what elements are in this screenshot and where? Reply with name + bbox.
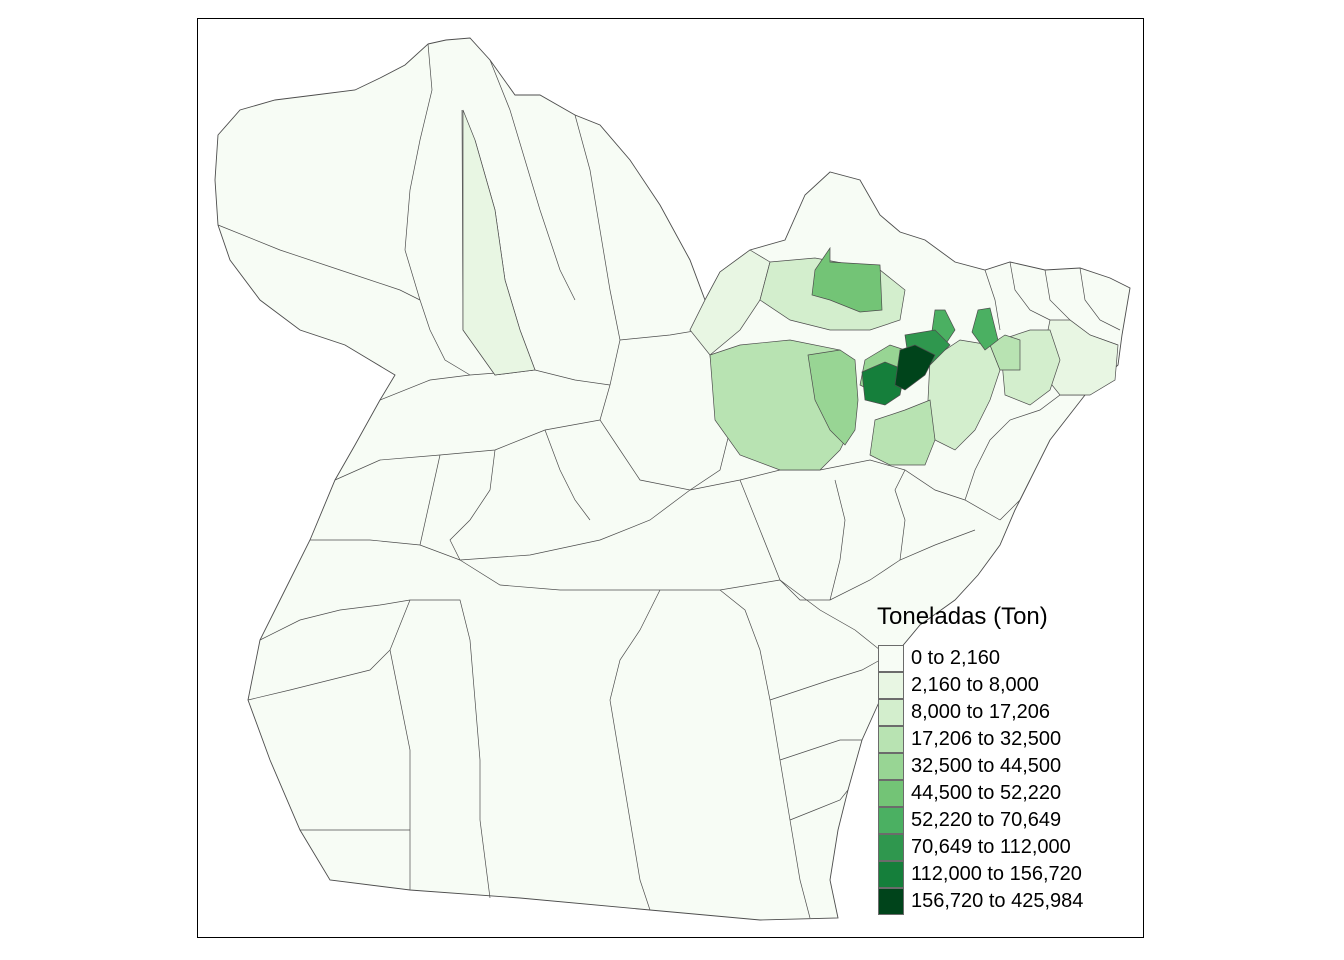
legend-swatch	[878, 780, 904, 807]
legend-item: 0 to 2,160	[878, 645, 1000, 672]
legend: Toneladas (Ton) 0 to 2,160 2,160 to 8,000…	[877, 603, 1083, 915]
legend-swatch	[878, 834, 904, 861]
legend-item: 32,500 to 44,500	[878, 753, 1061, 780]
legend-swatch	[878, 645, 904, 672]
legend-label: 8,000 to 17,206	[911, 701, 1051, 723]
legend-label: 52,220 to 70,649	[911, 809, 1062, 831]
legend-title: Toneladas (Ton)	[877, 603, 1048, 630]
legend-swatch	[878, 807, 904, 834]
legend-label: 70,649 to 112,000	[911, 836, 1071, 858]
legend-item: 44,500 to 52,220	[878, 780, 1061, 807]
legend-swatch	[878, 726, 904, 753]
legend-label: 32,500 to 44,500	[911, 755, 1062, 777]
legend-label: 0 to 2,160	[911, 647, 1000, 669]
municipality-class-4	[989, 334, 1021, 371]
legend-label: 156,720 to 425,984	[911, 890, 1084, 912]
municipality-class-4	[869, 399, 936, 466]
legend-item: 8,000 to 17,206	[878, 699, 1050, 726]
legend-swatch	[878, 861, 904, 888]
municipality-class-5	[807, 349, 859, 446]
legend-label: 112,000 to 156,720	[911, 863, 1082, 885]
legend-item: 156,720 to 425,984	[878, 888, 1083, 915]
legend-item: 112,000 to 156,720	[878, 861, 1082, 888]
municipality-class-10	[894, 344, 936, 391]
municipality-class-2	[462, 109, 536, 376]
legend-item: 2,160 to 8,000	[878, 672, 1039, 699]
legend-item: 17,206 to 32,500	[878, 726, 1061, 753]
legend-label: 44,500 to 52,220	[911, 782, 1062, 804]
legend-label: 17,206 to 32,500	[911, 728, 1062, 750]
legend-item: 52,220 to 70,649	[878, 807, 1061, 834]
high-production-municipalities	[462, 109, 1119, 471]
legend-label: 2,160 to 8,000	[911, 674, 1039, 696]
legend-swatch	[878, 672, 904, 699]
municipality-class-7	[971, 307, 999, 351]
legend-item: 70,649 to 112,000	[878, 834, 1071, 861]
municipality-class-6	[811, 246, 883, 313]
legend-swatch	[878, 699, 904, 726]
legend-swatch	[878, 753, 904, 780]
legend-swatch	[878, 888, 904, 915]
municipality-class-9	[861, 361, 906, 406]
